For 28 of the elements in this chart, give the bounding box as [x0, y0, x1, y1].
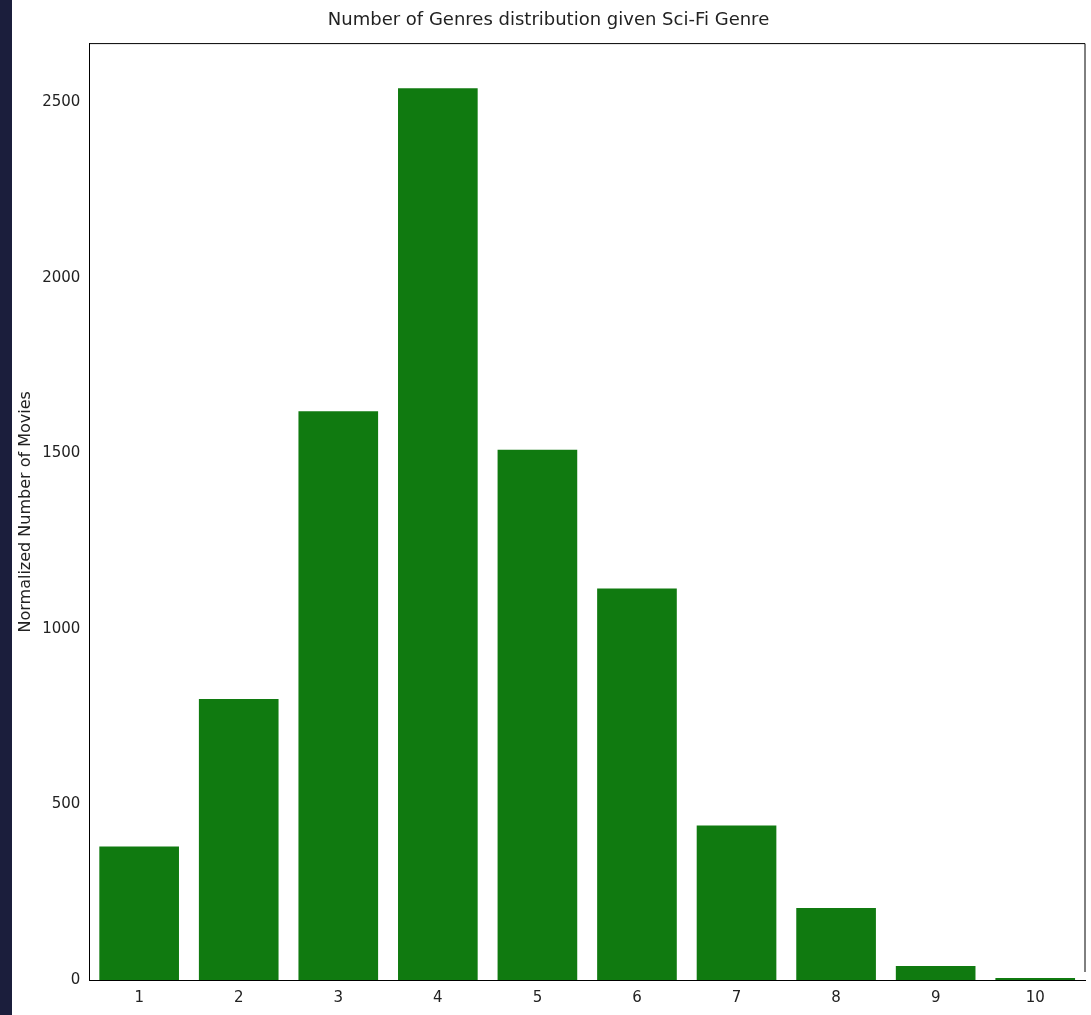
x-tick-label: 10	[1025, 987, 1045, 1006]
x-tick-label: 8	[831, 987, 841, 1006]
bar	[198, 699, 279, 980]
bar	[597, 588, 677, 980]
x-tick-label: 5	[532, 987, 543, 1006]
bar	[99, 846, 179, 980]
bar	[696, 825, 777, 980]
y-tick-label: 1000	[42, 618, 81, 637]
bar	[298, 411, 379, 980]
x-tick-label: 7	[731, 987, 742, 1006]
y-tick-label: 0	[70, 969, 81, 988]
y-tick-label: 2500	[42, 92, 81, 111]
bar	[398, 88, 478, 980]
x-tick-label: 6	[632, 987, 642, 1006]
y-tick-label: 500	[51, 794, 81, 813]
chart-title: Number of Genres distribution given Sci-Fi Genre	[327, 8, 770, 30]
y-axis-title: Normalized Number of Movies	[14, 391, 34, 633]
bar	[796, 908, 876, 980]
x-tick-label: 3	[333, 987, 344, 1006]
bar	[995, 977, 1076, 980]
x-tick-label: 4	[433, 987, 443, 1006]
x-tick-label: 1	[134, 987, 144, 1006]
x-tick-label: 2	[233, 987, 244, 1006]
x-tick-label: 9	[930, 987, 941, 1006]
bar	[895, 965, 976, 980]
y-tick-label: 1500	[42, 443, 81, 462]
y-tick-label: 2000	[42, 267, 81, 286]
bar	[497, 449, 578, 980]
